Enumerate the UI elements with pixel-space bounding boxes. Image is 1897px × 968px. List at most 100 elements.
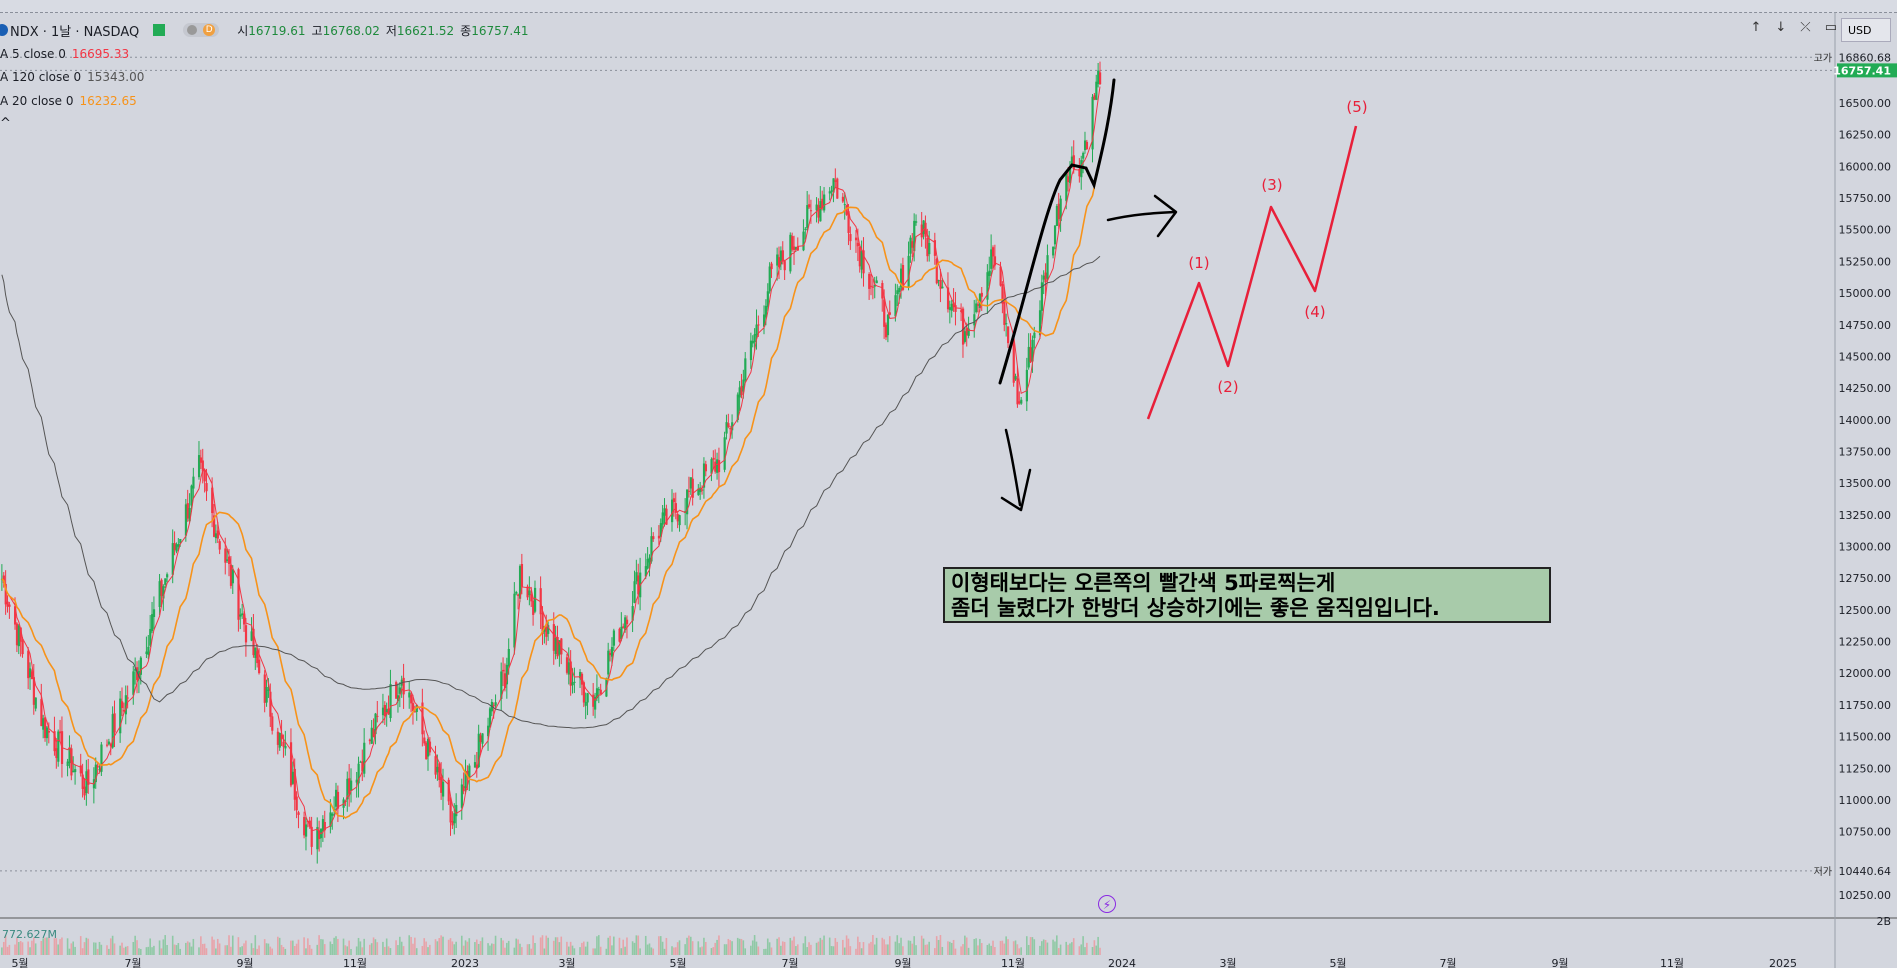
candle-body[interactable] [179,539,182,544]
candle-body[interactable] [136,667,139,680]
candle-body[interactable] [635,572,638,582]
candle-body[interactable] [901,264,905,290]
candle-body[interactable] [321,819,325,832]
candle-body[interactable] [291,771,295,784]
candle-body[interactable] [802,231,805,251]
candle-body[interactable] [539,588,542,615]
candle-body[interactable] [650,536,653,562]
candle-body[interactable] [946,287,950,310]
candle-body[interactable] [310,826,313,847]
candle-body[interactable] [843,204,846,206]
candle-body[interactable] [939,279,942,289]
candle-body[interactable] [218,541,221,550]
candle-body[interactable] [229,564,233,586]
candle-body[interactable] [205,483,208,492]
candle-body[interactable] [1093,95,1096,100]
candle-body[interactable] [854,237,858,241]
candle-body[interactable] [960,310,963,312]
candle-body[interactable] [350,780,353,791]
candle-body[interactable] [821,198,824,209]
candle-body[interactable] [954,305,957,312]
candle-body[interactable] [438,763,441,781]
candle-body[interactable] [762,314,766,327]
candle-body[interactable] [586,693,589,703]
candle-body[interactable] [873,284,876,287]
candle-body[interactable] [671,499,674,523]
candle-body[interactable] [1065,173,1068,201]
candle-body[interactable] [975,303,978,313]
candle-body[interactable] [552,624,555,651]
candle-body[interactable] [1014,376,1017,380]
candle-body[interactable] [869,285,873,287]
currency-select[interactable]: USD [1841,18,1891,42]
candle-body[interactable] [532,600,535,615]
candle-body[interactable] [243,613,246,625]
candle-body[interactable] [160,579,163,596]
candle-body[interactable] [411,703,415,712]
candle-body[interactable] [216,530,219,539]
wave-projection-line[interactable] [1146,125,1358,420]
candle-body[interactable] [533,587,537,612]
candle-body[interactable] [881,282,884,299]
candle-body[interactable] [30,671,34,680]
candle-body[interactable] [276,731,280,745]
candle-body[interactable] [1016,378,1019,405]
candle-body[interactable] [580,673,584,685]
candle-body[interactable] [304,824,308,837]
candle-body[interactable] [830,190,833,192]
candle-body[interactable] [284,745,287,749]
candle-body[interactable] [992,247,995,257]
candle-body[interactable] [44,717,47,738]
candle-body[interactable] [599,689,602,695]
candle-body[interactable] [1078,169,1081,177]
candle-body[interactable] [920,224,923,238]
candle-body[interactable] [494,702,497,706]
candle-body[interactable] [385,709,388,713]
candle-body[interactable] [1068,166,1072,183]
candle-body[interactable] [791,236,794,250]
candle-body[interactable] [948,307,952,310]
candle-body[interactable] [530,594,533,602]
candle-body[interactable] [1012,341,1015,383]
candle-body[interactable] [961,308,965,345]
candle-body[interactable] [186,503,189,519]
candle-body[interactable] [1042,275,1045,280]
candle-body[interactable] [776,254,779,266]
candle-body[interactable] [239,614,242,617]
candle-body[interactable] [770,263,773,270]
candle-body[interactable] [858,247,861,267]
candle-body[interactable] [250,631,253,641]
candle-body[interactable] [383,705,387,716]
candle-body[interactable] [988,270,991,277]
candle-body[interactable] [1018,401,1021,404]
candle-body[interactable] [426,738,430,757]
candle-body[interactable] [967,328,970,336]
candle-body[interactable] [254,647,257,658]
candle-body[interactable] [408,692,411,698]
candle-body[interactable] [57,731,60,762]
candle-body[interactable] [323,821,326,831]
candle-body[interactable] [6,601,9,607]
candle-body[interactable] [779,250,783,265]
candle-body[interactable] [595,688,599,699]
candle-body[interactable] [81,774,84,789]
candle-body[interactable] [558,640,561,655]
candle-body[interactable] [487,725,490,737]
candle-body[interactable] [83,786,86,796]
candle-body[interactable] [147,646,150,655]
candle-body[interactable] [402,677,405,695]
candle-body[interactable] [107,741,111,745]
collapse-legend-button[interactable]: ^ [0,116,11,131]
candle-body[interactable] [357,763,360,784]
candle-body[interactable] [453,813,456,824]
candle-body[interactable] [335,789,338,807]
candle-body[interactable] [175,544,178,552]
candle-body[interactable] [937,280,940,282]
candle-body[interactable] [622,626,625,628]
candle-body[interactable] [625,619,629,625]
candle-body[interactable] [819,201,822,222]
candle-body[interactable] [686,489,689,515]
candle-body[interactable] [1029,347,1032,363]
ma5-legend[interactable]: A 5 close 0 16695.33 [0,47,129,61]
candle-body[interactable] [672,498,676,503]
